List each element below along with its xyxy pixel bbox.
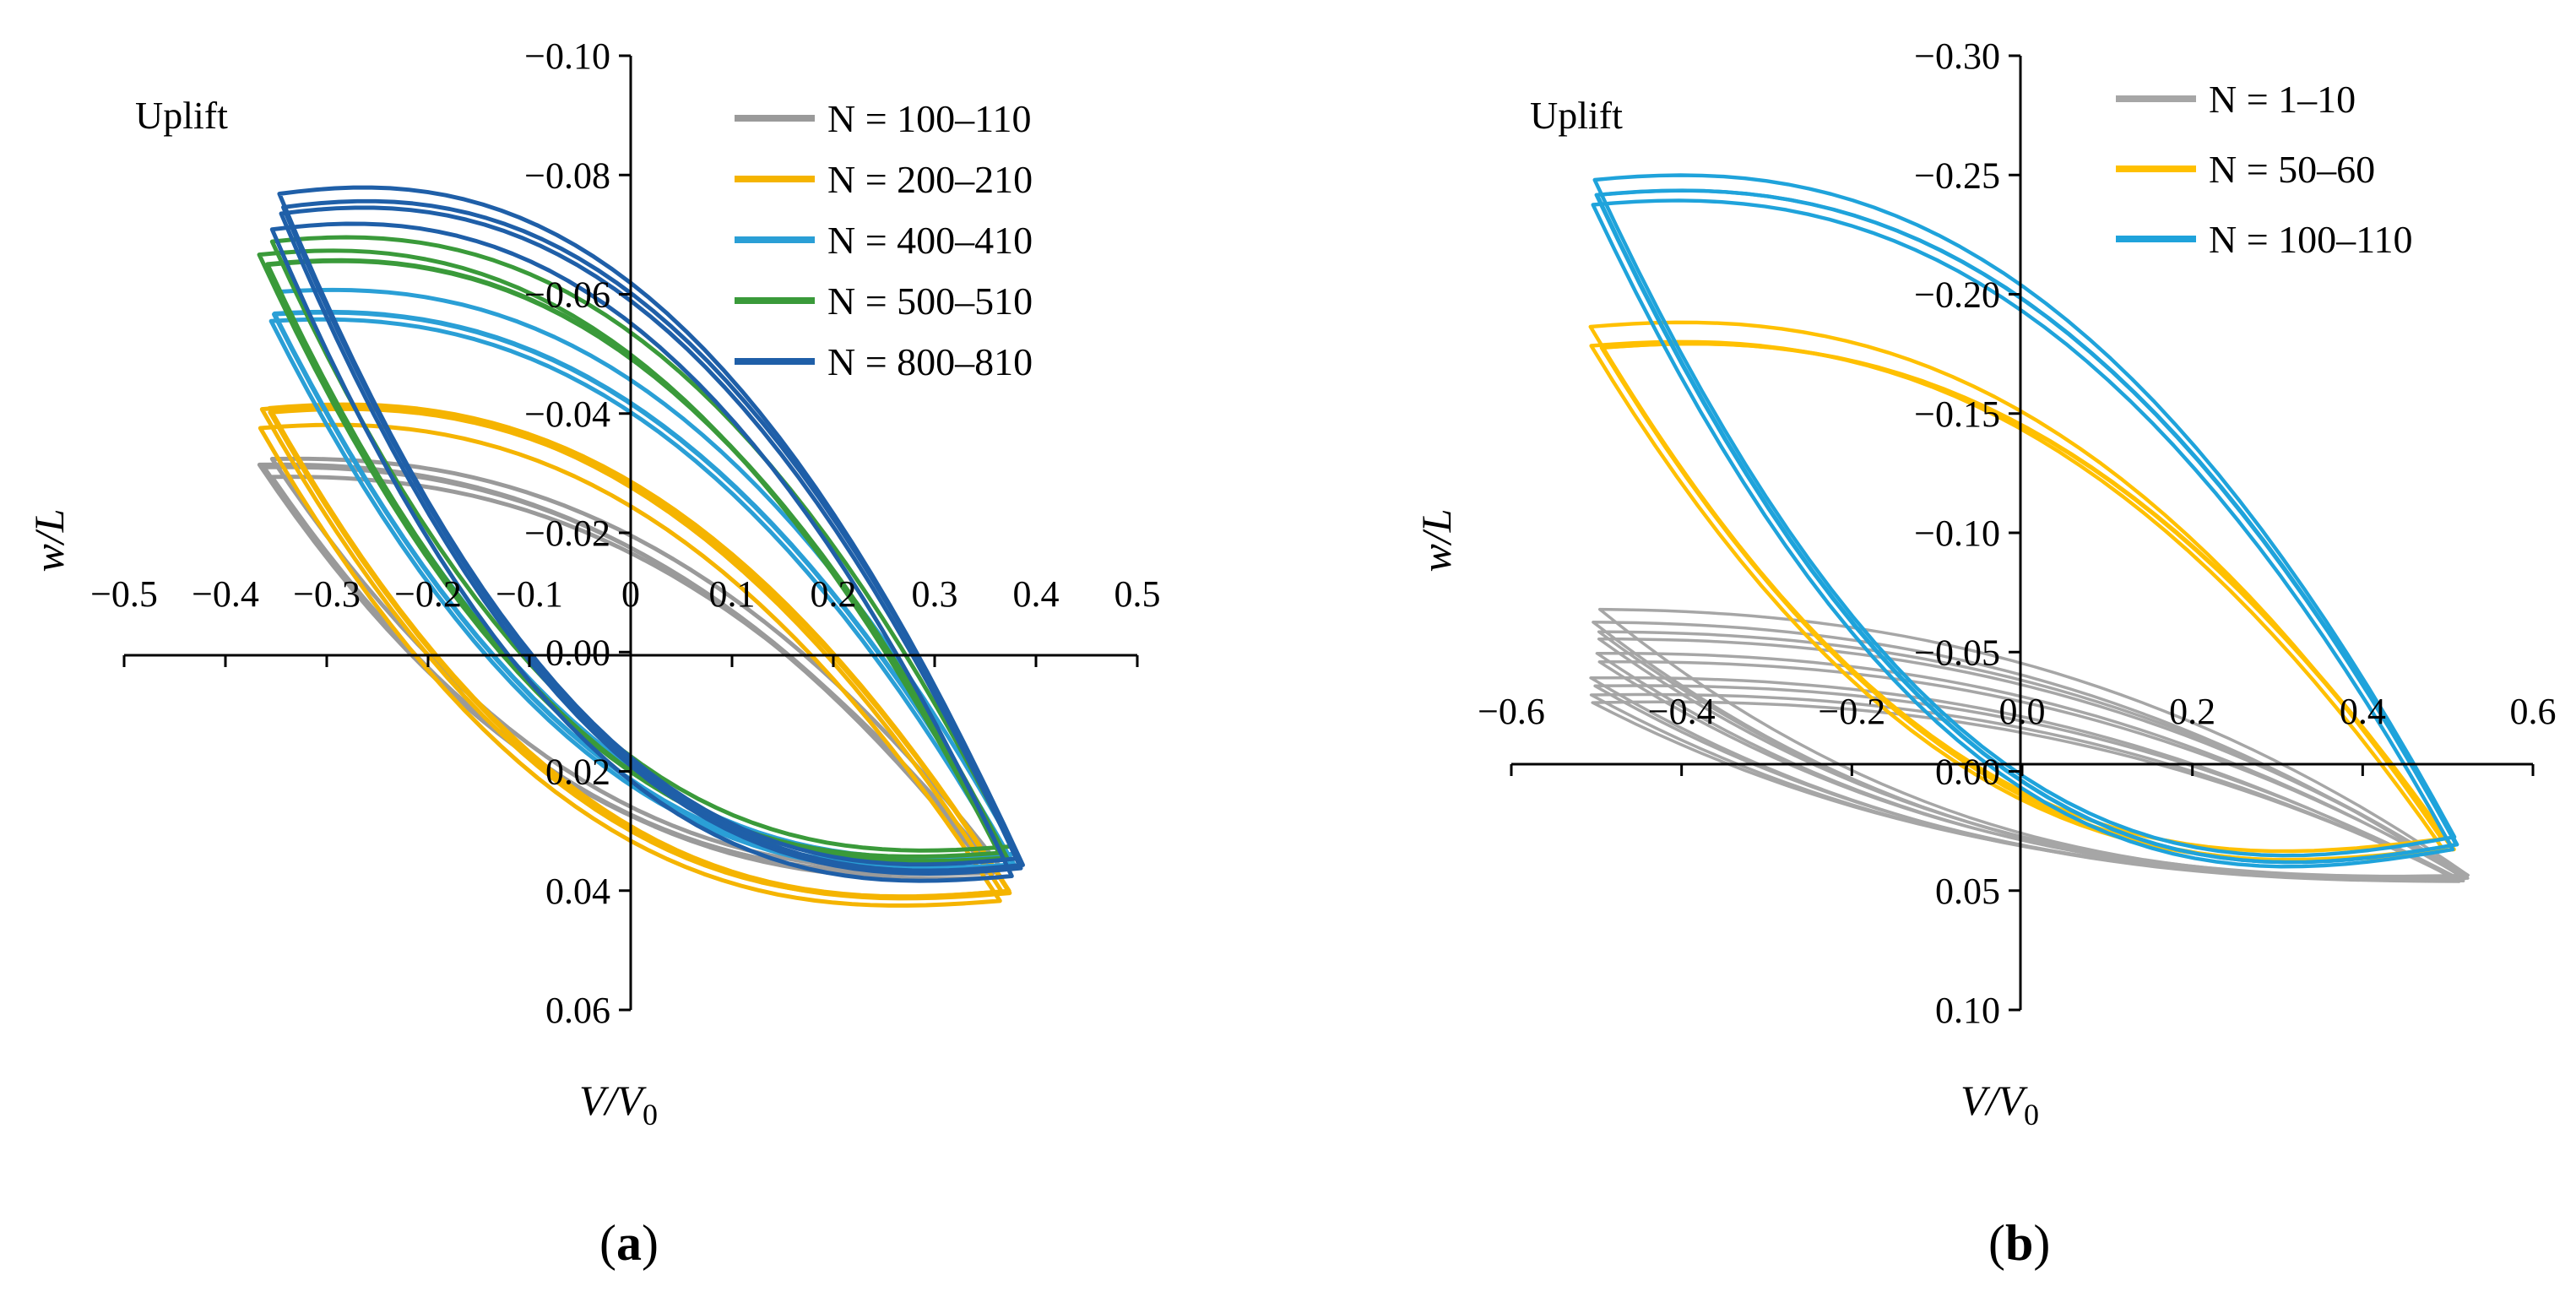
b-y-tick-label: 0.05 [1935,871,2000,912]
a-x-tick-label: 0.3 [912,573,958,615]
b-x-tick-label: −0.6 [1478,691,1545,732]
b-legend: N = 1–10 N = 50–60 N = 100–110 [2116,78,2412,261]
b-x-tick-label: 0.4 [2340,691,2386,732]
a-panel-label: (a) [599,1215,659,1271]
b-y-tick-label: 0.00 [1935,752,2000,793]
a-legend-label-2: N = 400–410 [827,219,1033,262]
b-panel-label: (b) [1988,1215,2050,1271]
b-y-tick-label: −0.10 [1914,513,2000,554]
a-y-tick-label: −0.02 [524,513,610,554]
a-annotation: Uplift [135,94,228,137]
a-x-tick-label: 0 [621,573,640,615]
b-x-tick-label: −0.4 [1648,691,1716,732]
panel-a: −0.5 −0.4 −0.3 −0.2 −0.1 0 0.1 0.2 0.3 0.4 0.5 −0.… [25,35,1161,1271]
a-legend-label-3: N = 500–510 [827,279,1033,323]
a-x-tick-label: 0.5 [1114,573,1161,615]
a-x-tick-label: 0.4 [1013,573,1060,615]
b-y-tick-label: 0.10 [1935,990,2000,1031]
a-x-ticks: −0.5 −0.4 −0.3 −0.2 −0.1 0 0.1 0.2 0.3 0.4 0.5 [90,573,1161,667]
b-y-tick-label: −0.25 [1914,155,2000,196]
b-series-0-cycle [1591,700,2463,882]
a-y-tick-label: 0.02 [545,752,610,793]
a-y-axis-title: w/L [25,508,73,572]
a-legend: N = 100–110 N = 200–210 N = 400–410 N = 500… [735,97,1033,383]
a-series-1-loop [258,402,1012,908]
b-series-0-cycle [1597,637,2469,878]
a-y-tick-label: −0.08 [524,155,610,196]
a-x-tick-label: −0.2 [394,573,462,615]
b-series-2-loop [1591,173,2459,869]
a-x-tick-label: −0.3 [293,573,361,615]
b-x-ticks: −0.6 −0.4 −0.2 0.0 0.2 0.4 0.6 [1478,691,2557,776]
a-legend-label-0: N = 100–110 [827,97,1031,140]
a-y-tick-label: 0.00 [545,632,610,673]
b-legend-label-2: N = 100–110 [2209,218,2412,261]
b-legend-label-1: N = 50–60 [2209,148,2375,191]
a-y-tick-label: −0.04 [524,393,610,435]
a-y-tick-label: 0.06 [545,990,610,1031]
b-series-0-loop [1589,607,2470,883]
a-y-tick-label: −0.06 [524,274,610,316]
b-series-2-cycle [1592,173,2457,858]
b-series-2-cycle [1594,188,2459,865]
b-y-tick-label: −0.05 [1914,632,2000,673]
b-legend-label-0: N = 1–10 [2209,78,2356,121]
b-series-0-cycle [1597,660,2470,880]
a-series-1-cycle [268,406,1012,901]
a-legend-label-4: N = 800–810 [827,340,1033,383]
b-y-tick-label: −0.15 [1914,393,2000,435]
b-series-2-cycle [1591,198,2455,869]
a-series-1-cycle [258,422,1002,908]
a-curves [257,185,1025,908]
a-x-tick-label: 0.2 [811,573,857,615]
a-x-tick-label: −0.4 [192,573,259,615]
b-y-ticks: −0.30 −0.25 −0.20 −0.15 −0.10 −0.05 0.00 0.05 0.… [1914,35,2020,1031]
a-y-tick-label: −0.10 [524,35,610,77]
b-x-axis-title: V/V0 [1960,1077,2039,1131]
a-series-4-cycle [279,205,1023,876]
a-series-4-cycle [269,221,1014,883]
b-y-axis-title: w/L [1413,508,1460,572]
b-x-tick-label: 0.0 [1999,691,2046,732]
b-annotation: Uplift [1530,94,1623,137]
a-x-tick-label: −0.5 [90,573,158,615]
b-x-tick-label: 0.2 [2169,691,2215,732]
b-x-tick-label: −0.2 [1818,691,1885,732]
a-x-tick-label: 0.1 [709,573,756,615]
a-legend-label-1: N = 200–210 [827,158,1033,201]
b-curves [1588,173,2470,883]
a-x-tick-label: −0.1 [496,573,563,615]
b-y-tick-label: −0.30 [1914,35,2000,77]
panel-b: −0.6 −0.4 −0.2 0.0 0.2 0.4 0.6 −0.30 −0.25 −0.20… [1413,35,2557,1271]
b-x-tick-label: 0.6 [2510,691,2557,732]
a-y-tick-label: 0.04 [545,871,610,912]
a-x-axis-title: V/V0 [579,1077,658,1131]
b-y-tick-label: −0.20 [1914,274,2000,316]
a-y-ticks: −0.10 −0.08 −0.06 −0.04 −0.02 0.00 0.02 0.04 0.0… [524,35,631,1031]
